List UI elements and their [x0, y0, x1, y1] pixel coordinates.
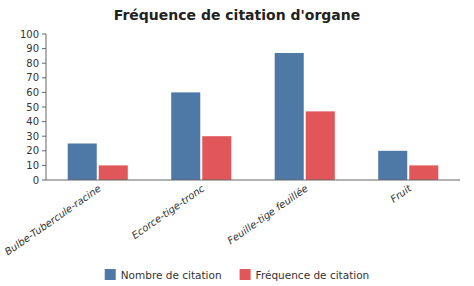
y-tick-label: 70	[26, 72, 39, 83]
y-tick	[42, 77, 46, 78]
legend-swatch	[105, 269, 116, 280]
y-tick	[42, 150, 46, 151]
bar	[409, 165, 438, 180]
y-tick	[42, 63, 46, 64]
chart-svg: Fréquence de citation d'organe 0 10 20 30 40 5…	[0, 0, 474, 286]
x-axis-line	[46, 180, 460, 181]
y-tick-label: 30	[26, 131, 39, 142]
bars	[68, 53, 439, 180]
legend-label: Fréquence de citation	[256, 269, 370, 281]
x-tick-label: Fruit	[388, 182, 414, 205]
y-tick	[42, 136, 46, 137]
legend-label: Nombre de citation	[121, 269, 222, 281]
legend-item: Fréquence de citation	[240, 269, 370, 281]
y-tick	[42, 107, 46, 108]
bar	[202, 136, 231, 180]
y-tick-label: 90	[26, 43, 39, 54]
legend-swatch	[240, 269, 251, 280]
y-tick	[42, 121, 46, 122]
y-tick-label: 20	[26, 145, 39, 156]
y-tick	[42, 92, 46, 93]
y-tick	[42, 48, 46, 49]
legend-item: Nombre de citation	[105, 269, 222, 281]
bar	[171, 92, 200, 180]
y-tick	[42, 34, 46, 35]
y-tick-label: 100	[20, 29, 39, 40]
x-tick-label: Ecorce-tige-tronc	[130, 182, 207, 241]
bar	[68, 144, 97, 181]
y-tick	[42, 165, 46, 166]
y-axis-line	[46, 34, 47, 180]
title: Fréquence de citation d'organe	[114, 7, 361, 23]
bar	[99, 165, 128, 180]
chart-container: Fréquence de citation d'organe 0 10 20 30 40 5…	[0, 0, 474, 286]
y-tick-label: 40	[26, 116, 39, 127]
y-tick-label: 80	[26, 58, 39, 69]
bar	[306, 111, 335, 180]
y-tick-label: 50	[26, 102, 39, 113]
bar	[378, 151, 407, 180]
bar	[275, 53, 304, 180]
legend: Nombre de citation Fréquence de citation	[105, 269, 370, 281]
x-tick-label: Bulbe-Tubercule-racine	[3, 183, 103, 258]
y-tick	[42, 180, 46, 181]
y-tick-label: 10	[26, 160, 39, 171]
x-tick-label: Feuille-tige feuillée	[225, 183, 309, 247]
y-tick-label: 60	[26, 87, 39, 98]
y-tick-label: 0	[33, 175, 39, 186]
